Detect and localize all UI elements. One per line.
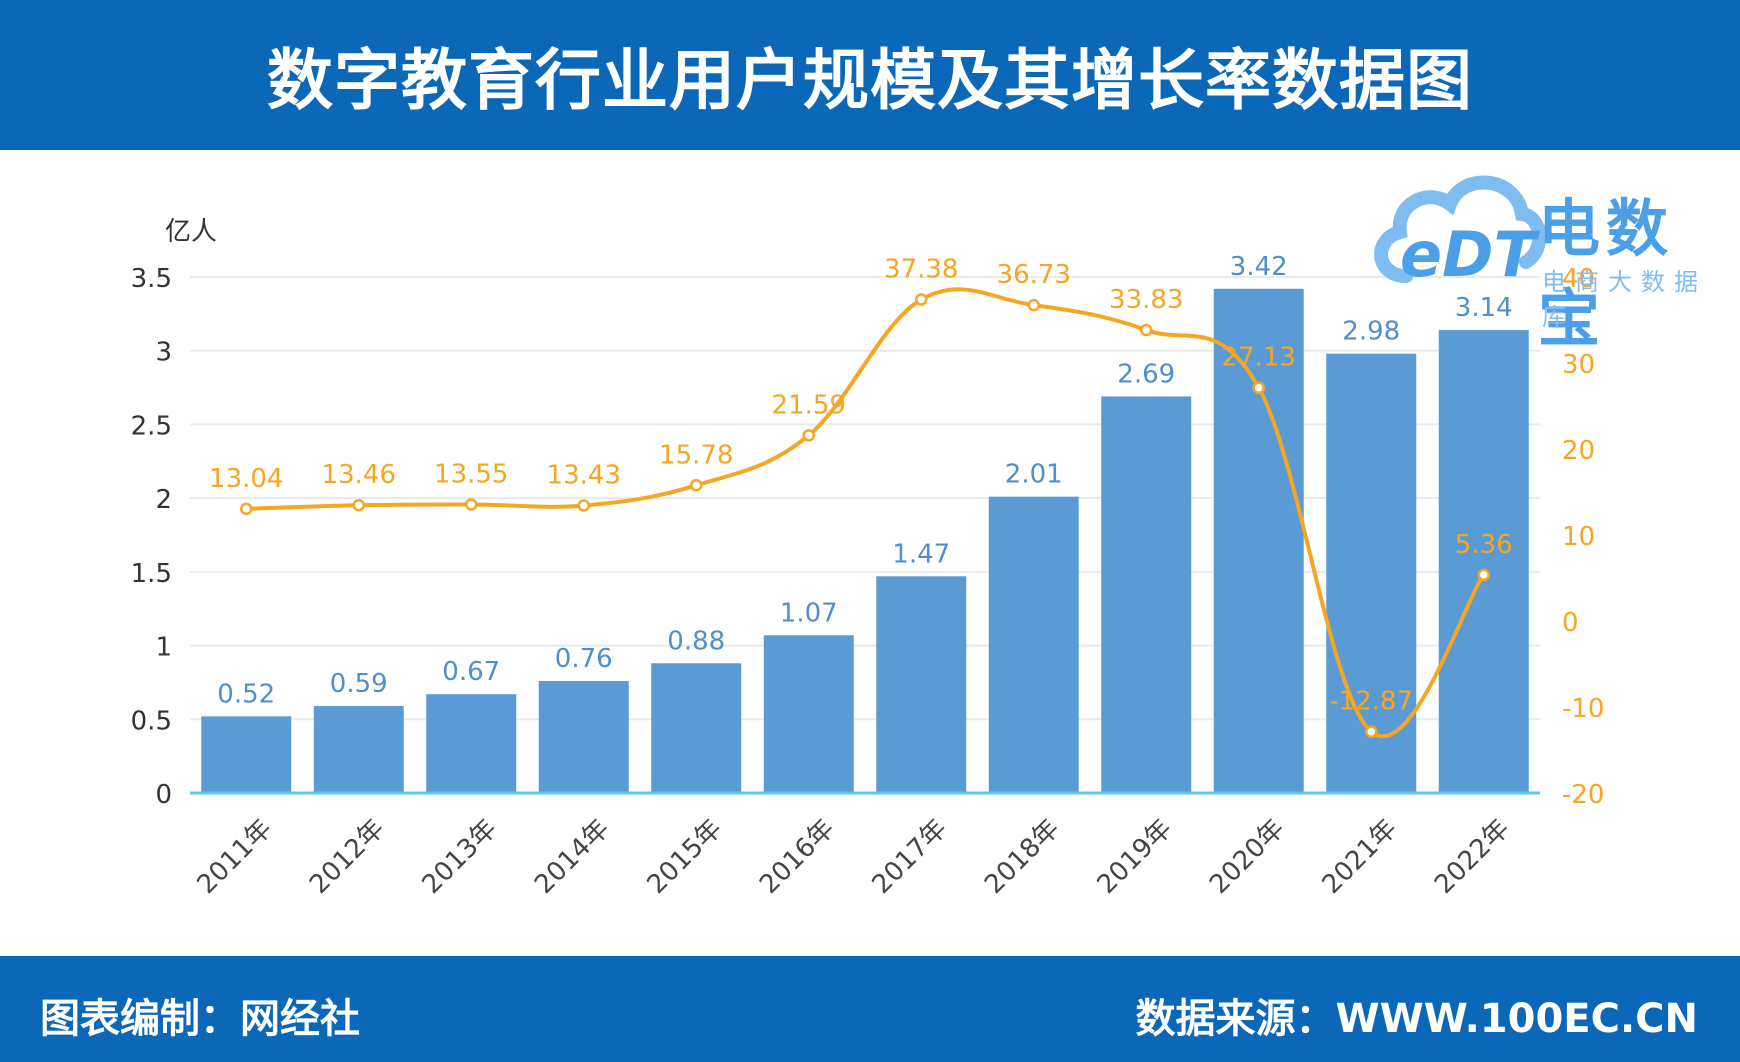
bar-value-label: 2.98: [1342, 317, 1400, 347]
logo-tagline: 电商大数据库: [1542, 268, 1707, 331]
bar-value-label: 3.14: [1455, 293, 1513, 323]
edt-logo: eDT 电数宝 电商大数据库: [1366, 158, 1726, 355]
line-point: [240, 502, 253, 516]
title-banner: 数字教育行业用户规模及其增长率数据图: [0, 0, 1740, 150]
line-value-label: 13.04: [209, 464, 283, 494]
bar-value-label: 1.47: [892, 539, 950, 569]
bar: [988, 496, 1079, 793]
bar: [426, 694, 517, 793]
y-right-tick-label: 40: [1562, 264, 1595, 294]
line-value-label: 27.13: [1222, 343, 1296, 373]
line-point: [690, 479, 703, 492]
line-point: [465, 498, 478, 511]
x-tick-label: 2018年: [979, 814, 1065, 900]
line-point: [802, 429, 815, 442]
bar: [651, 663, 742, 793]
footer-bar: 图表编制：网经社 数据来源：WWW.100EC.CN: [0, 956, 1740, 1062]
y-right-tick-label: -20: [1562, 780, 1604, 810]
line-value-label: 13.46: [322, 460, 396, 490]
x-tick-label: 2015年: [642, 814, 728, 900]
x-tick-label: 2011年: [192, 814, 278, 900]
y-right-tick-label: 30: [1562, 350, 1595, 380]
line-point: [1027, 298, 1040, 312]
line-point: [1140, 323, 1153, 337]
bar: [1326, 353, 1417, 793]
x-tick-label: 2022年: [1429, 814, 1515, 900]
y-left-tick-label: 3: [155, 338, 172, 368]
x-tick-label: 2014年: [529, 814, 615, 900]
y-left-tick-label: 1: [155, 633, 172, 663]
chart-title: 数字教育行业用户规模及其增长率数据图: [267, 42, 1473, 119]
y-left-unit: 亿人: [165, 217, 217, 247]
y-right-tick-label: 0: [1562, 608, 1579, 638]
line-value-label: 15.78: [659, 440, 733, 470]
y-right-tick-label: -10: [1562, 694, 1604, 724]
bar: [763, 635, 854, 793]
footer-source: 数据来源：WWW.100EC.CN: [1135, 996, 1699, 1042]
y-left-tick-label: 3.5: [131, 264, 172, 294]
bar: [538, 680, 629, 793]
line-value-label: 37.38: [884, 255, 958, 285]
x-tick-label: 2016年: [754, 814, 840, 900]
line-value-label: 5.36: [1455, 530, 1513, 560]
bar: [313, 706, 404, 793]
y-left-tick-label: 2: [155, 485, 172, 515]
x-tick-label: 2019年: [1092, 814, 1178, 900]
x-tick-label: 2017年: [867, 814, 953, 900]
line-point: [352, 498, 365, 512]
bar: [1101, 396, 1192, 793]
footer-credit: 图表编制：网经社: [40, 996, 360, 1042]
y-left-tick-label: 0: [155, 780, 172, 810]
x-tick-label: 2013年: [417, 814, 503, 900]
y-left-tick-label: 0.5: [131, 706, 172, 736]
y-right-tick-label: 10: [1562, 522, 1595, 552]
bar-value-label: 0.88: [667, 626, 725, 656]
bar-value-label: 0.59: [330, 669, 388, 699]
y-right-tick-label: 20: [1562, 436, 1595, 466]
logo-mark: eDT: [1400, 218, 1536, 291]
line-value-label: 36.73: [997, 260, 1071, 290]
bar-value-label: 0.67: [442, 657, 500, 687]
bar: [1438, 330, 1529, 793]
x-tick-label: 2021年: [1317, 814, 1403, 900]
line-point: [1365, 725, 1378, 738]
x-tick-label: 2020年: [1204, 814, 1290, 900]
bar-value-label: 3.42: [1230, 252, 1288, 282]
bar-value-label: 2.01: [1005, 460, 1063, 490]
line-value-label: 13.55: [434, 459, 508, 489]
line-value-label: 13.43: [547, 461, 621, 491]
x-tick-label: 2012年: [304, 814, 390, 900]
line-point: [1252, 381, 1265, 394]
line-value-label: -12.87: [1329, 687, 1413, 717]
bar-value-label: 0.52: [217, 679, 275, 709]
bar: [876, 576, 967, 793]
y-left-tick-label: 2.5: [131, 411, 172, 441]
bar: [201, 716, 292, 793]
line-value-label: 21.59: [772, 390, 846, 420]
bar-value-label: 2.69: [1117, 359, 1175, 389]
logo-name: 电数宝: [1538, 192, 1675, 355]
bar-value-label: 1.07: [780, 598, 838, 628]
bar: [1213, 288, 1304, 793]
y-left-tick-label: 1.5: [131, 559, 172, 589]
cloud-icon: [1374, 175, 1546, 283]
line-point: [577, 499, 590, 512]
bar-value-label: 0.76: [555, 644, 613, 674]
line-point: [915, 293, 928, 306]
line-value-label: 33.83: [1109, 285, 1183, 315]
line-point: [1477, 568, 1490, 582]
